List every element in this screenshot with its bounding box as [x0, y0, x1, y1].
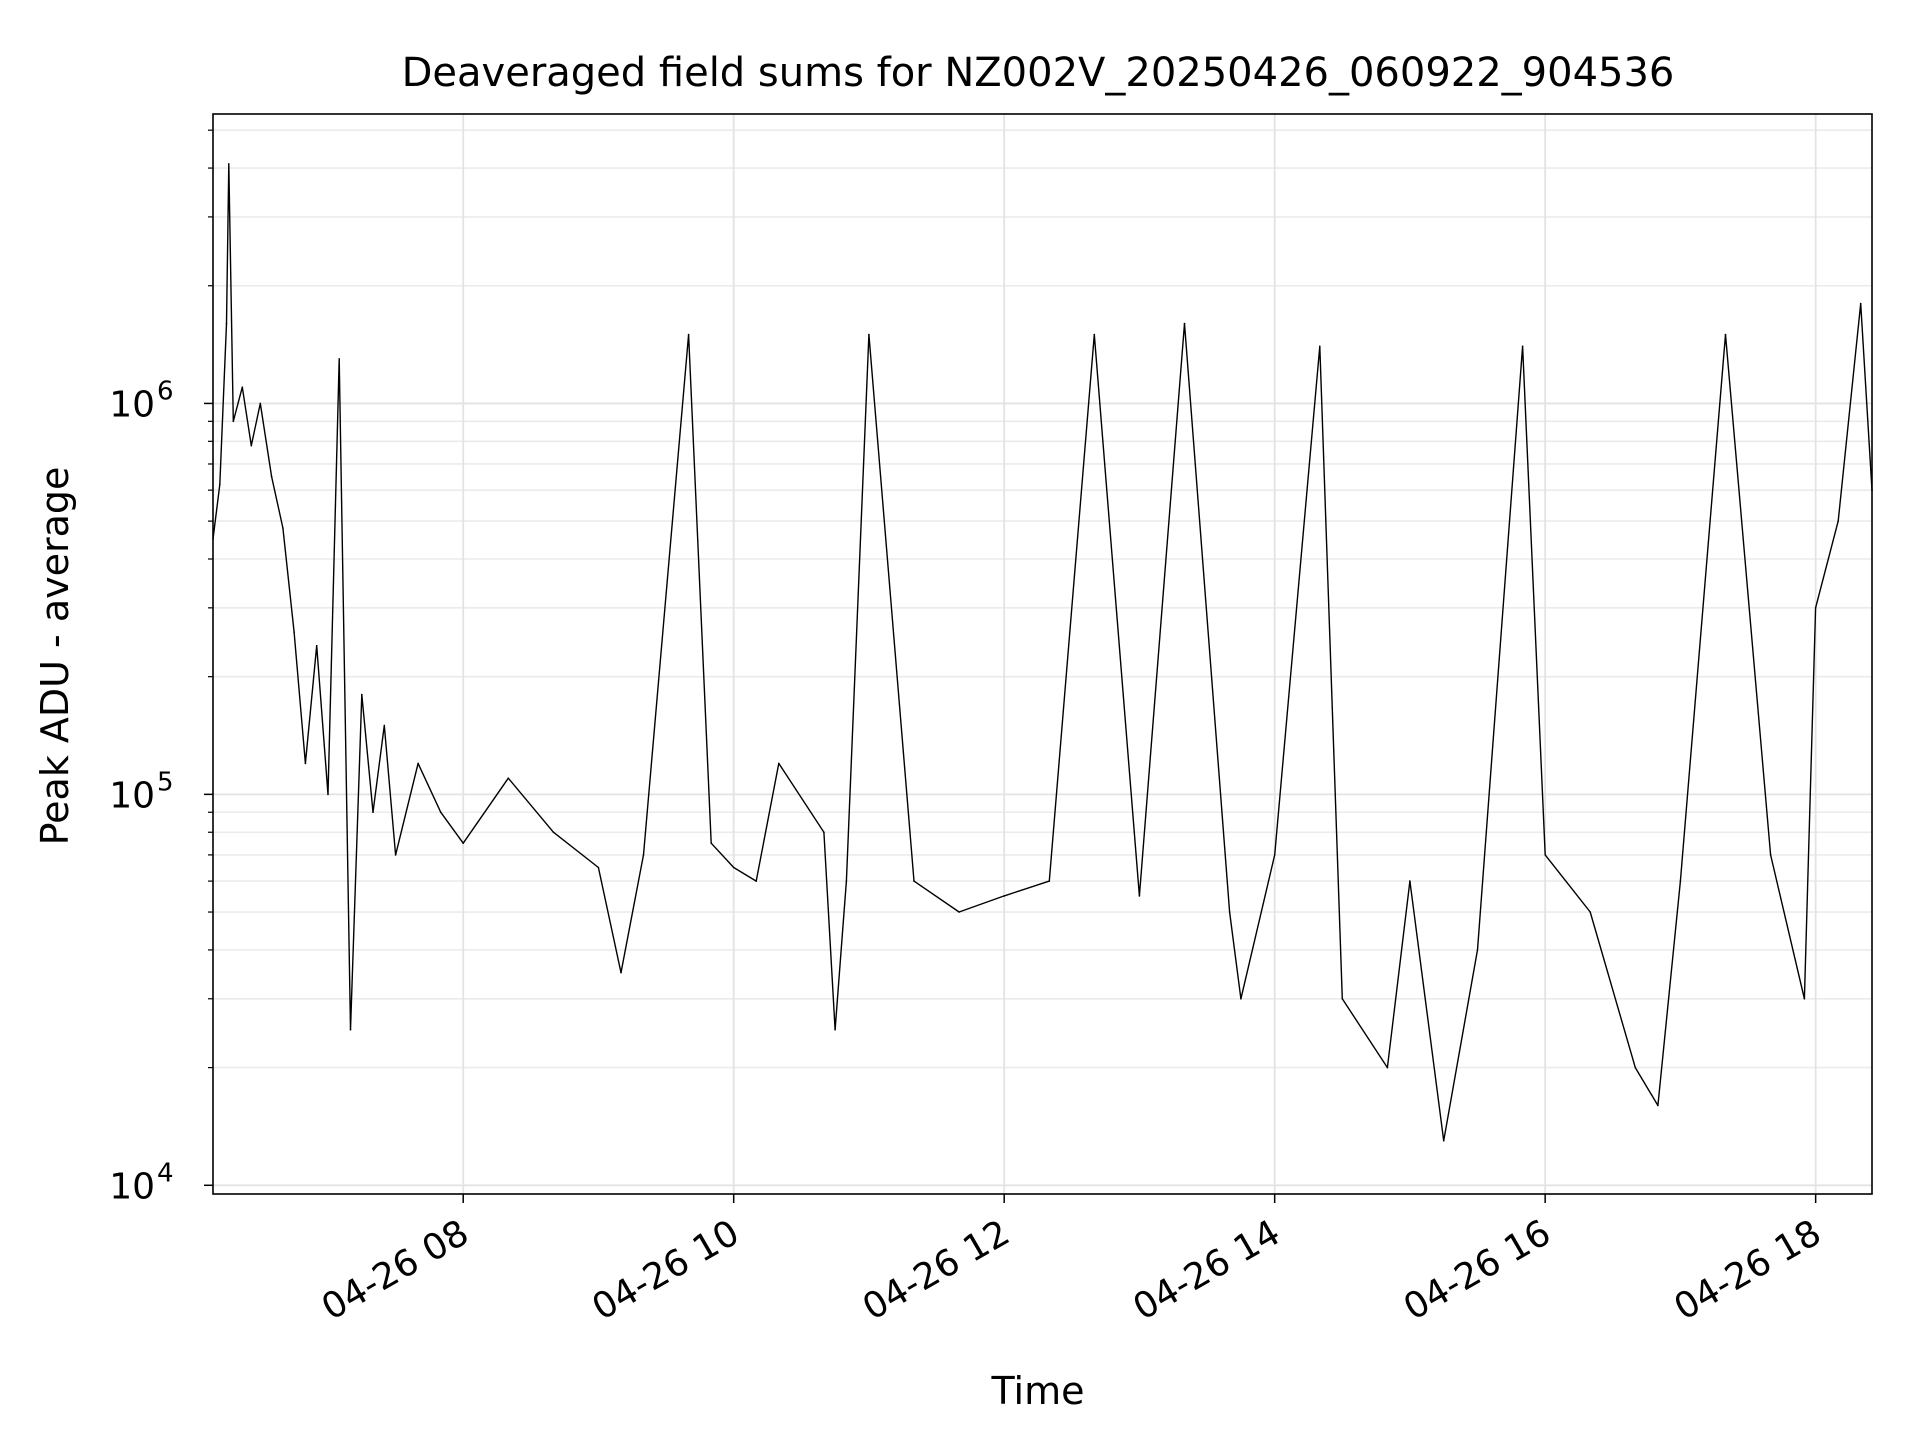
data-point: [1183, 322, 1186, 325]
data-point: [1521, 345, 1524, 348]
data-point: [845, 880, 848, 882]
data-point: [1634, 1066, 1637, 1069]
data-point: [1442, 1139, 1445, 1142]
data-point: [1319, 345, 1321, 348]
x-axis-label: Time: [991, 1369, 1085, 1413]
data-point: [1341, 998, 1344, 1000]
minor-gridlines: [208, 129, 1872, 1069]
data-point: [1803, 998, 1806, 1000]
data-point: [1048, 880, 1051, 882]
data-point: [1837, 520, 1839, 522]
y-tick-exponent: 6: [157, 376, 174, 406]
data-point: [552, 831, 555, 833]
series-line: [212, 163, 1873, 1142]
data-point: [270, 475, 273, 478]
data-point: [250, 444, 253, 447]
data-point: [241, 386, 244, 389]
data-point: [282, 527, 284, 529]
data-point: [1003, 895, 1005, 897]
data-point: [361, 693, 363, 696]
data-point: [315, 644, 318, 647]
data-point: [417, 762, 419, 765]
data-point: [219, 483, 221, 486]
y-axis-label: Peak ADU - average: [33, 467, 77, 846]
data-point: [868, 333, 870, 336]
data-point: [1386, 1066, 1389, 1069]
y-tick-label: 10: [109, 384, 155, 425]
series-layer: [212, 163, 1873, 1142]
data-point: [349, 1028, 352, 1031]
data-point: [327, 793, 329, 796]
y-tick-label: 10: [109, 775, 155, 816]
data-point: [958, 911, 960, 913]
data-point: [225, 322, 228, 325]
data-point: [597, 866, 600, 869]
y-tick-exponent: 4: [157, 1158, 174, 1188]
data-point: [1273, 854, 1276, 856]
data-point: [1240, 998, 1242, 1000]
data-point: [687, 333, 690, 336]
data-point: [778, 762, 780, 765]
data-point: [710, 842, 712, 844]
data-point: [913, 880, 915, 882]
data-point: [1476, 949, 1479, 951]
data-point: [755, 880, 757, 882]
data-point: [1657, 1104, 1659, 1107]
data-point: [1724, 333, 1727, 336]
plot-frame: [212, 113, 1873, 1195]
data-point: [834, 1028, 836, 1031]
y-tick-exponent: 5: [157, 767, 174, 797]
data-point: [1859, 302, 1862, 305]
data-point: [439, 811, 442, 813]
data-point: [1679, 880, 1682, 882]
data-point: [1814, 607, 1817, 609]
data-point: [394, 854, 397, 856]
y-tick-label: 10: [109, 1166, 155, 1207]
data-point: [228, 163, 230, 165]
data-point: [642, 854, 645, 856]
data-point: [1093, 333, 1096, 336]
data-point: [1228, 911, 1231, 913]
data-point: [1409, 880, 1411, 882]
data-point: [259, 402, 262, 405]
major-gridlines: [213, 114, 1872, 1194]
chart-title: Deaveraged field sums for NZ002V_2025042…: [402, 50, 1675, 96]
data-point: [732, 866, 735, 869]
data-point: [823, 831, 825, 833]
data-point: [462, 842, 465, 844]
data-point: [1769, 854, 1772, 856]
data-point: [293, 631, 295, 633]
data-point: [1589, 911, 1591, 913]
data-point: [232, 420, 235, 423]
data-point: [620, 971, 622, 974]
data-point: [372, 811, 374, 813]
data-point: [507, 777, 510, 779]
data-point: [1544, 854, 1546, 856]
data-point: [304, 762, 307, 765]
data-point: [383, 724, 386, 727]
data-point: [338, 358, 341, 360]
data-point: [1138, 895, 1141, 897]
